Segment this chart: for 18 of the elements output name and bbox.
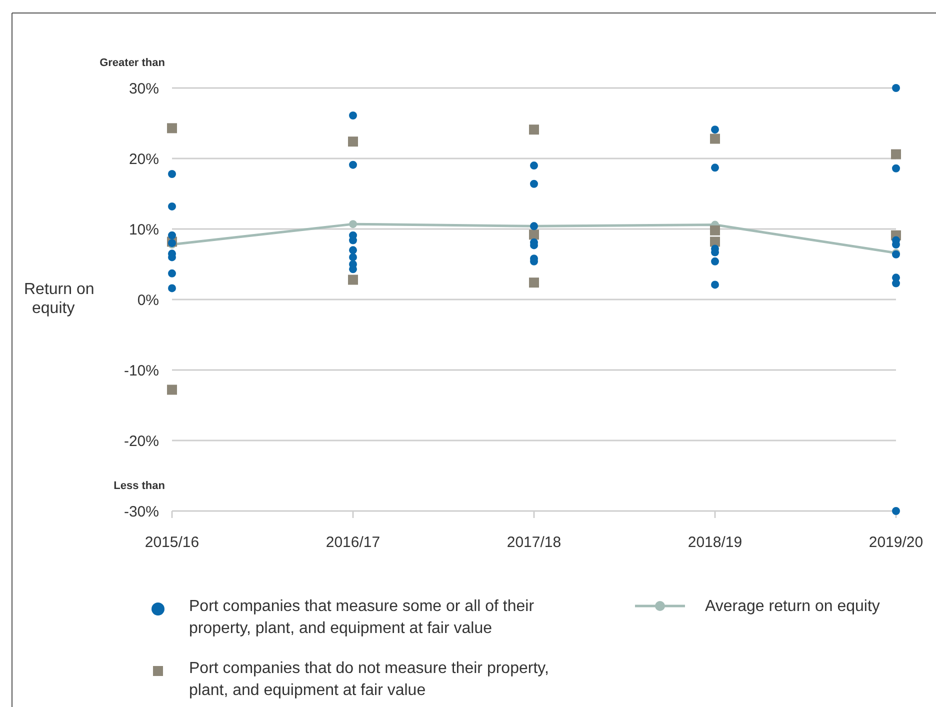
text: Greater than [100, 57, 166, 69]
x-tick-label: 2015/16 [144, 534, 200, 551]
x-tick-label: 2016/17 [326, 534, 380, 551]
y-tick-label: 20% [128, 150, 159, 168]
legend-label: Port companies that do not measure their property, plant, and equipment at fair value [189, 660, 549, 699]
y-tick-label: 10% [128, 221, 159, 238]
legend-label: Average return on equity [705, 598, 880, 615]
y-tick-label: 30% [128, 80, 159, 98]
text: Less than [114, 480, 166, 492]
y-tick-label: -10% [124, 362, 159, 380]
x-tick-label: 2019/20 [868, 534, 924, 551]
y-tick-label: -30% [124, 503, 159, 520]
x-tick-label: 2018/19 [688, 534, 742, 551]
y-axis-title: Return on equity [24, 281, 94, 317]
y-tick-label: -20% [124, 432, 159, 450]
legend-label: Port companies that measure some or all of their property, plant, and equipment at fair value [189, 598, 535, 637]
y-tick-label: 0% [137, 292, 159, 309]
x-tick-label: 2017/18 [506, 534, 562, 551]
